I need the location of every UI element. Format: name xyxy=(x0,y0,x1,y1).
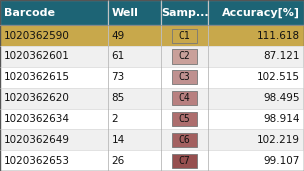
Bar xyxy=(108,25,161,46)
Text: C2: C2 xyxy=(179,51,191,61)
Text: 111.618: 111.618 xyxy=(256,31,299,41)
Text: 99.107: 99.107 xyxy=(263,156,299,166)
Text: 87.121: 87.121 xyxy=(263,51,299,61)
Bar xyxy=(208,150,304,171)
Bar xyxy=(0,67,108,88)
Text: 73: 73 xyxy=(112,72,125,82)
Text: 98.914: 98.914 xyxy=(263,114,299,124)
Text: 26: 26 xyxy=(112,156,125,166)
Text: 1020362615: 1020362615 xyxy=(4,72,70,82)
Bar xyxy=(208,25,304,46)
Bar xyxy=(172,112,197,126)
Text: 1020362649: 1020362649 xyxy=(4,135,70,145)
Text: 49: 49 xyxy=(112,31,125,41)
Text: 1020362601: 1020362601 xyxy=(4,51,70,61)
Bar xyxy=(161,109,208,129)
Text: 14: 14 xyxy=(112,135,125,145)
Text: 1020362620: 1020362620 xyxy=(4,93,70,103)
Bar xyxy=(172,29,197,43)
Bar xyxy=(0,109,108,129)
Text: C3: C3 xyxy=(179,72,191,82)
Text: 61: 61 xyxy=(112,51,125,61)
Bar xyxy=(108,88,161,109)
Bar xyxy=(0,0,108,25)
Bar xyxy=(208,46,304,67)
Text: C7: C7 xyxy=(179,156,191,166)
Text: 1020362590: 1020362590 xyxy=(4,31,70,41)
Text: 1020362634: 1020362634 xyxy=(4,114,70,124)
Bar xyxy=(108,150,161,171)
Text: 102.219: 102.219 xyxy=(257,135,299,145)
Text: Samp...: Samp... xyxy=(161,8,209,18)
Bar xyxy=(161,88,208,109)
Text: Accuracy[%]: Accuracy[%] xyxy=(222,8,300,18)
Bar xyxy=(108,67,161,88)
Bar xyxy=(208,88,304,109)
Bar xyxy=(172,70,197,84)
Bar xyxy=(172,154,197,168)
Text: Well: Well xyxy=(112,8,138,18)
Bar xyxy=(0,46,108,67)
Bar xyxy=(161,129,208,150)
Text: C5: C5 xyxy=(179,114,191,124)
Bar xyxy=(108,46,161,67)
Text: 85: 85 xyxy=(112,93,125,103)
Bar xyxy=(0,129,108,150)
Bar xyxy=(0,25,108,46)
Bar xyxy=(172,133,197,147)
Text: C1: C1 xyxy=(179,31,191,41)
Bar xyxy=(161,46,208,67)
Bar xyxy=(208,129,304,150)
Text: 1020362653: 1020362653 xyxy=(4,156,70,166)
Bar xyxy=(208,67,304,88)
Bar xyxy=(108,129,161,150)
Text: 98.495: 98.495 xyxy=(263,93,299,103)
Bar xyxy=(161,150,208,171)
Text: C6: C6 xyxy=(179,135,191,145)
Bar xyxy=(0,88,108,109)
Text: Barcode: Barcode xyxy=(4,8,55,18)
Bar xyxy=(161,25,208,46)
Text: 2: 2 xyxy=(112,114,118,124)
Text: C4: C4 xyxy=(179,93,191,103)
Bar xyxy=(208,0,304,25)
Bar xyxy=(161,67,208,88)
Text: 102.515: 102.515 xyxy=(257,72,299,82)
Bar xyxy=(108,0,161,25)
Bar xyxy=(172,49,197,64)
Bar xyxy=(161,0,208,25)
Bar xyxy=(108,109,161,129)
Bar xyxy=(208,109,304,129)
Bar xyxy=(172,91,197,105)
Bar xyxy=(0,150,108,171)
